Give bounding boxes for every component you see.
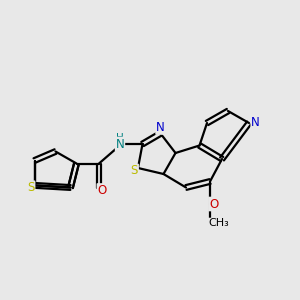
Text: S: S [131, 164, 138, 178]
Text: N: N [116, 137, 124, 151]
Text: N: N [156, 121, 165, 134]
Text: O: O [98, 184, 106, 197]
Text: S: S [27, 181, 34, 194]
Text: O: O [209, 197, 218, 211]
Text: H: H [116, 133, 124, 143]
Text: CH₃: CH₃ [208, 218, 230, 229]
Text: N: N [251, 116, 260, 130]
